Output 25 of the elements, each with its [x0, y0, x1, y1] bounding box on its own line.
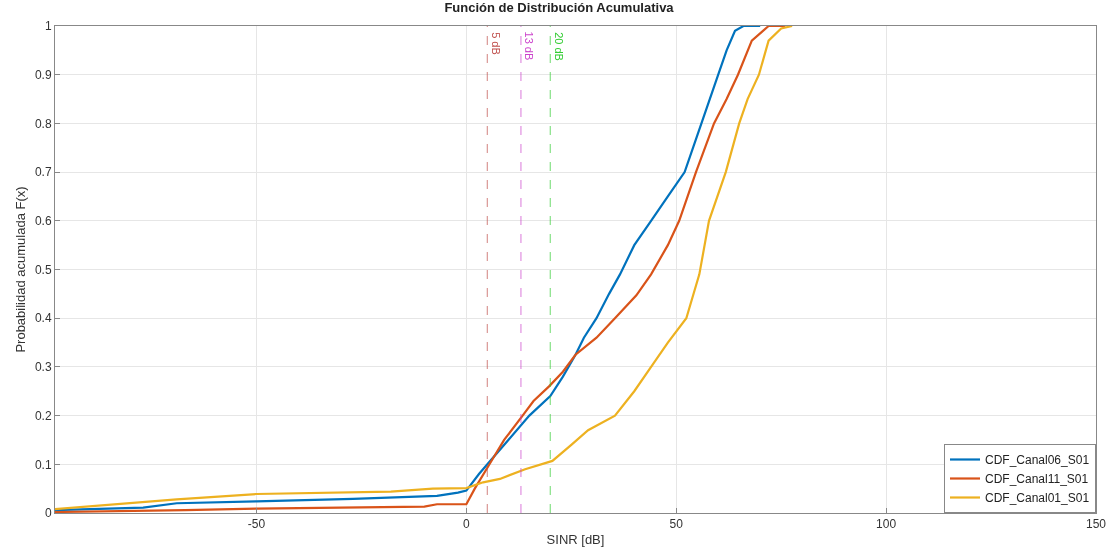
y-tick-label: 0.4	[34, 311, 52, 326]
y-tick-label: 1	[44, 19, 52, 34]
ref-line-label: 20 dB	[552, 32, 565, 61]
x-tick-label: 0	[463, 517, 471, 532]
y-tick-label: 0.1	[34, 457, 52, 472]
y-tick-label: 0.7	[34, 165, 52, 180]
ref-line-label: 13 dB	[523, 31, 536, 61]
x-tick-label: -50	[247, 517, 266, 532]
x-tick-label: 100	[876, 517, 897, 532]
y-tick-label: 0.5	[34, 262, 52, 277]
x-tick-label: 50	[669, 517, 684, 532]
y-tick-label: 0	[44, 506, 52, 521]
x-axis-title: SINR [dB]	[546, 532, 605, 547]
y-tick-label: 0.9	[34, 67, 52, 82]
legend-label: CDF_Canal01_S01	[985, 491, 1090, 506]
x-tick-label: 150	[1085, 517, 1107, 532]
chart-title: Función de Distribución Acumulativa	[444, 0, 675, 15]
ref-line-label: 5 dB	[489, 32, 502, 55]
legend-label: CDF_Canal11_S01	[985, 472, 1089, 487]
y-tick-label: 0.6	[34, 214, 52, 228]
y-tick-label: 0.3	[34, 360, 52, 375]
y-axis-title: Probabilidad acumulada F(x)	[12, 186, 28, 353]
y-tick-label: 0.8	[34, 116, 52, 131]
legend-label: CDF_Canal06_S01	[985, 453, 1090, 468]
y-tick-label: 0.2	[34, 408, 52, 423]
